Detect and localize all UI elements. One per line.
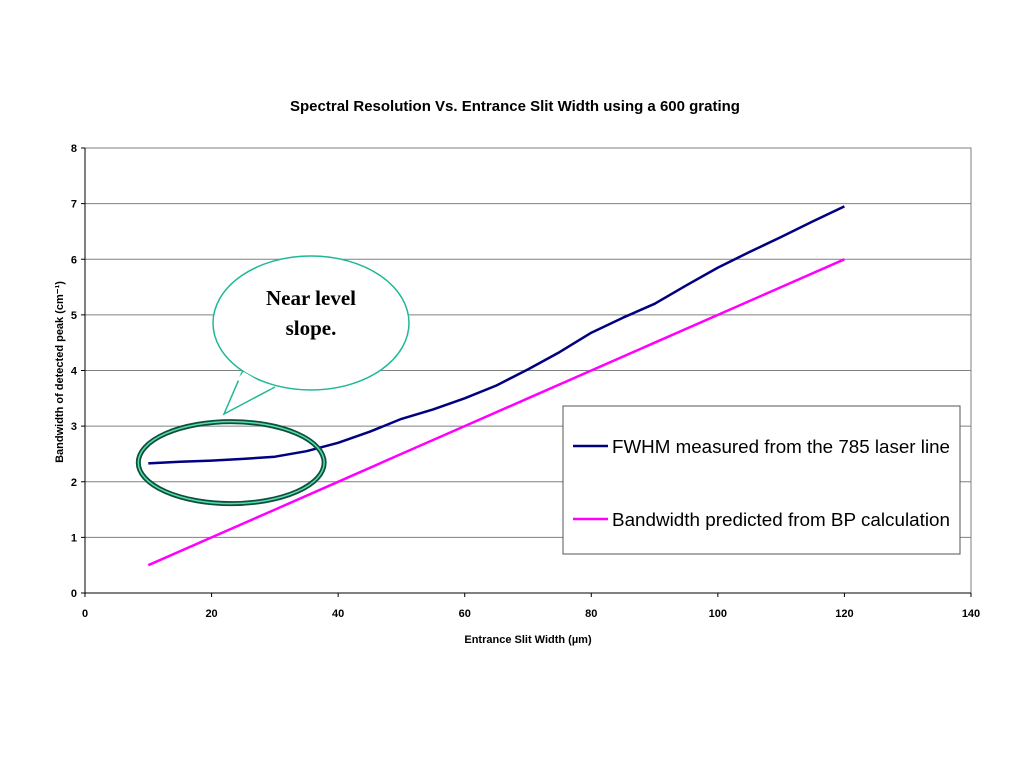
chart-title: Spectral Resolution Vs. Entrance Slit Wi…: [290, 98, 740, 115]
x-tick-label-7: 140: [962, 608, 980, 620]
callout-text-line-1: slope.: [286, 316, 337, 340]
series-lines: [147, 205, 845, 567]
x-tick-label-6: 120: [835, 608, 853, 620]
x-tick-label-5: 100: [709, 608, 727, 620]
x-tick-label-1: 20: [205, 608, 217, 620]
y-tick-label-7: 7: [71, 199, 77, 211]
callout-text-line-0: Near level: [266, 286, 356, 310]
x-axis-label: Entrance Slit Width (µm): [464, 634, 592, 646]
axes: [81, 147, 972, 597]
x-tick-label-2: 40: [332, 608, 344, 620]
y-tick-label-0: 0: [71, 588, 77, 600]
y-tick-label-1: 1: [71, 532, 77, 544]
y-tick-label-4: 4: [71, 366, 78, 378]
y-axis-label: Bandwidth of detected peak (cm⁻¹): [54, 281, 66, 463]
y-tick-label-6: 6: [71, 254, 77, 266]
series-line-0: [148, 205, 845, 465]
callout-tail-joint: [236, 372, 272, 389]
x-tick-label-0: 0: [82, 608, 88, 620]
y-tick-label-3: 3: [71, 421, 77, 433]
highlight-ellipse-inner: [137, 420, 325, 505]
callout-bubble: [212, 255, 410, 391]
legend: FWHM measured from the 785 laser line Ban…: [562, 405, 961, 555]
series-line-1: [147, 258, 845, 567]
legend-label-1: Bandwidth predicted from BP calculation: [612, 510, 950, 530]
legend-box: [562, 405, 961, 555]
y-tick-label-5: 5: [71, 310, 77, 322]
y-tick-label-2: 2: [71, 477, 77, 489]
x-tick-label-3: 60: [459, 608, 471, 620]
legend-label-0: FWHM measured from the 785 laser line: [612, 437, 950, 457]
y-tick-label-8: 8: [71, 143, 77, 155]
callout: Near level slope.: [135, 255, 410, 507]
x-tick-label-4: 80: [585, 608, 597, 620]
